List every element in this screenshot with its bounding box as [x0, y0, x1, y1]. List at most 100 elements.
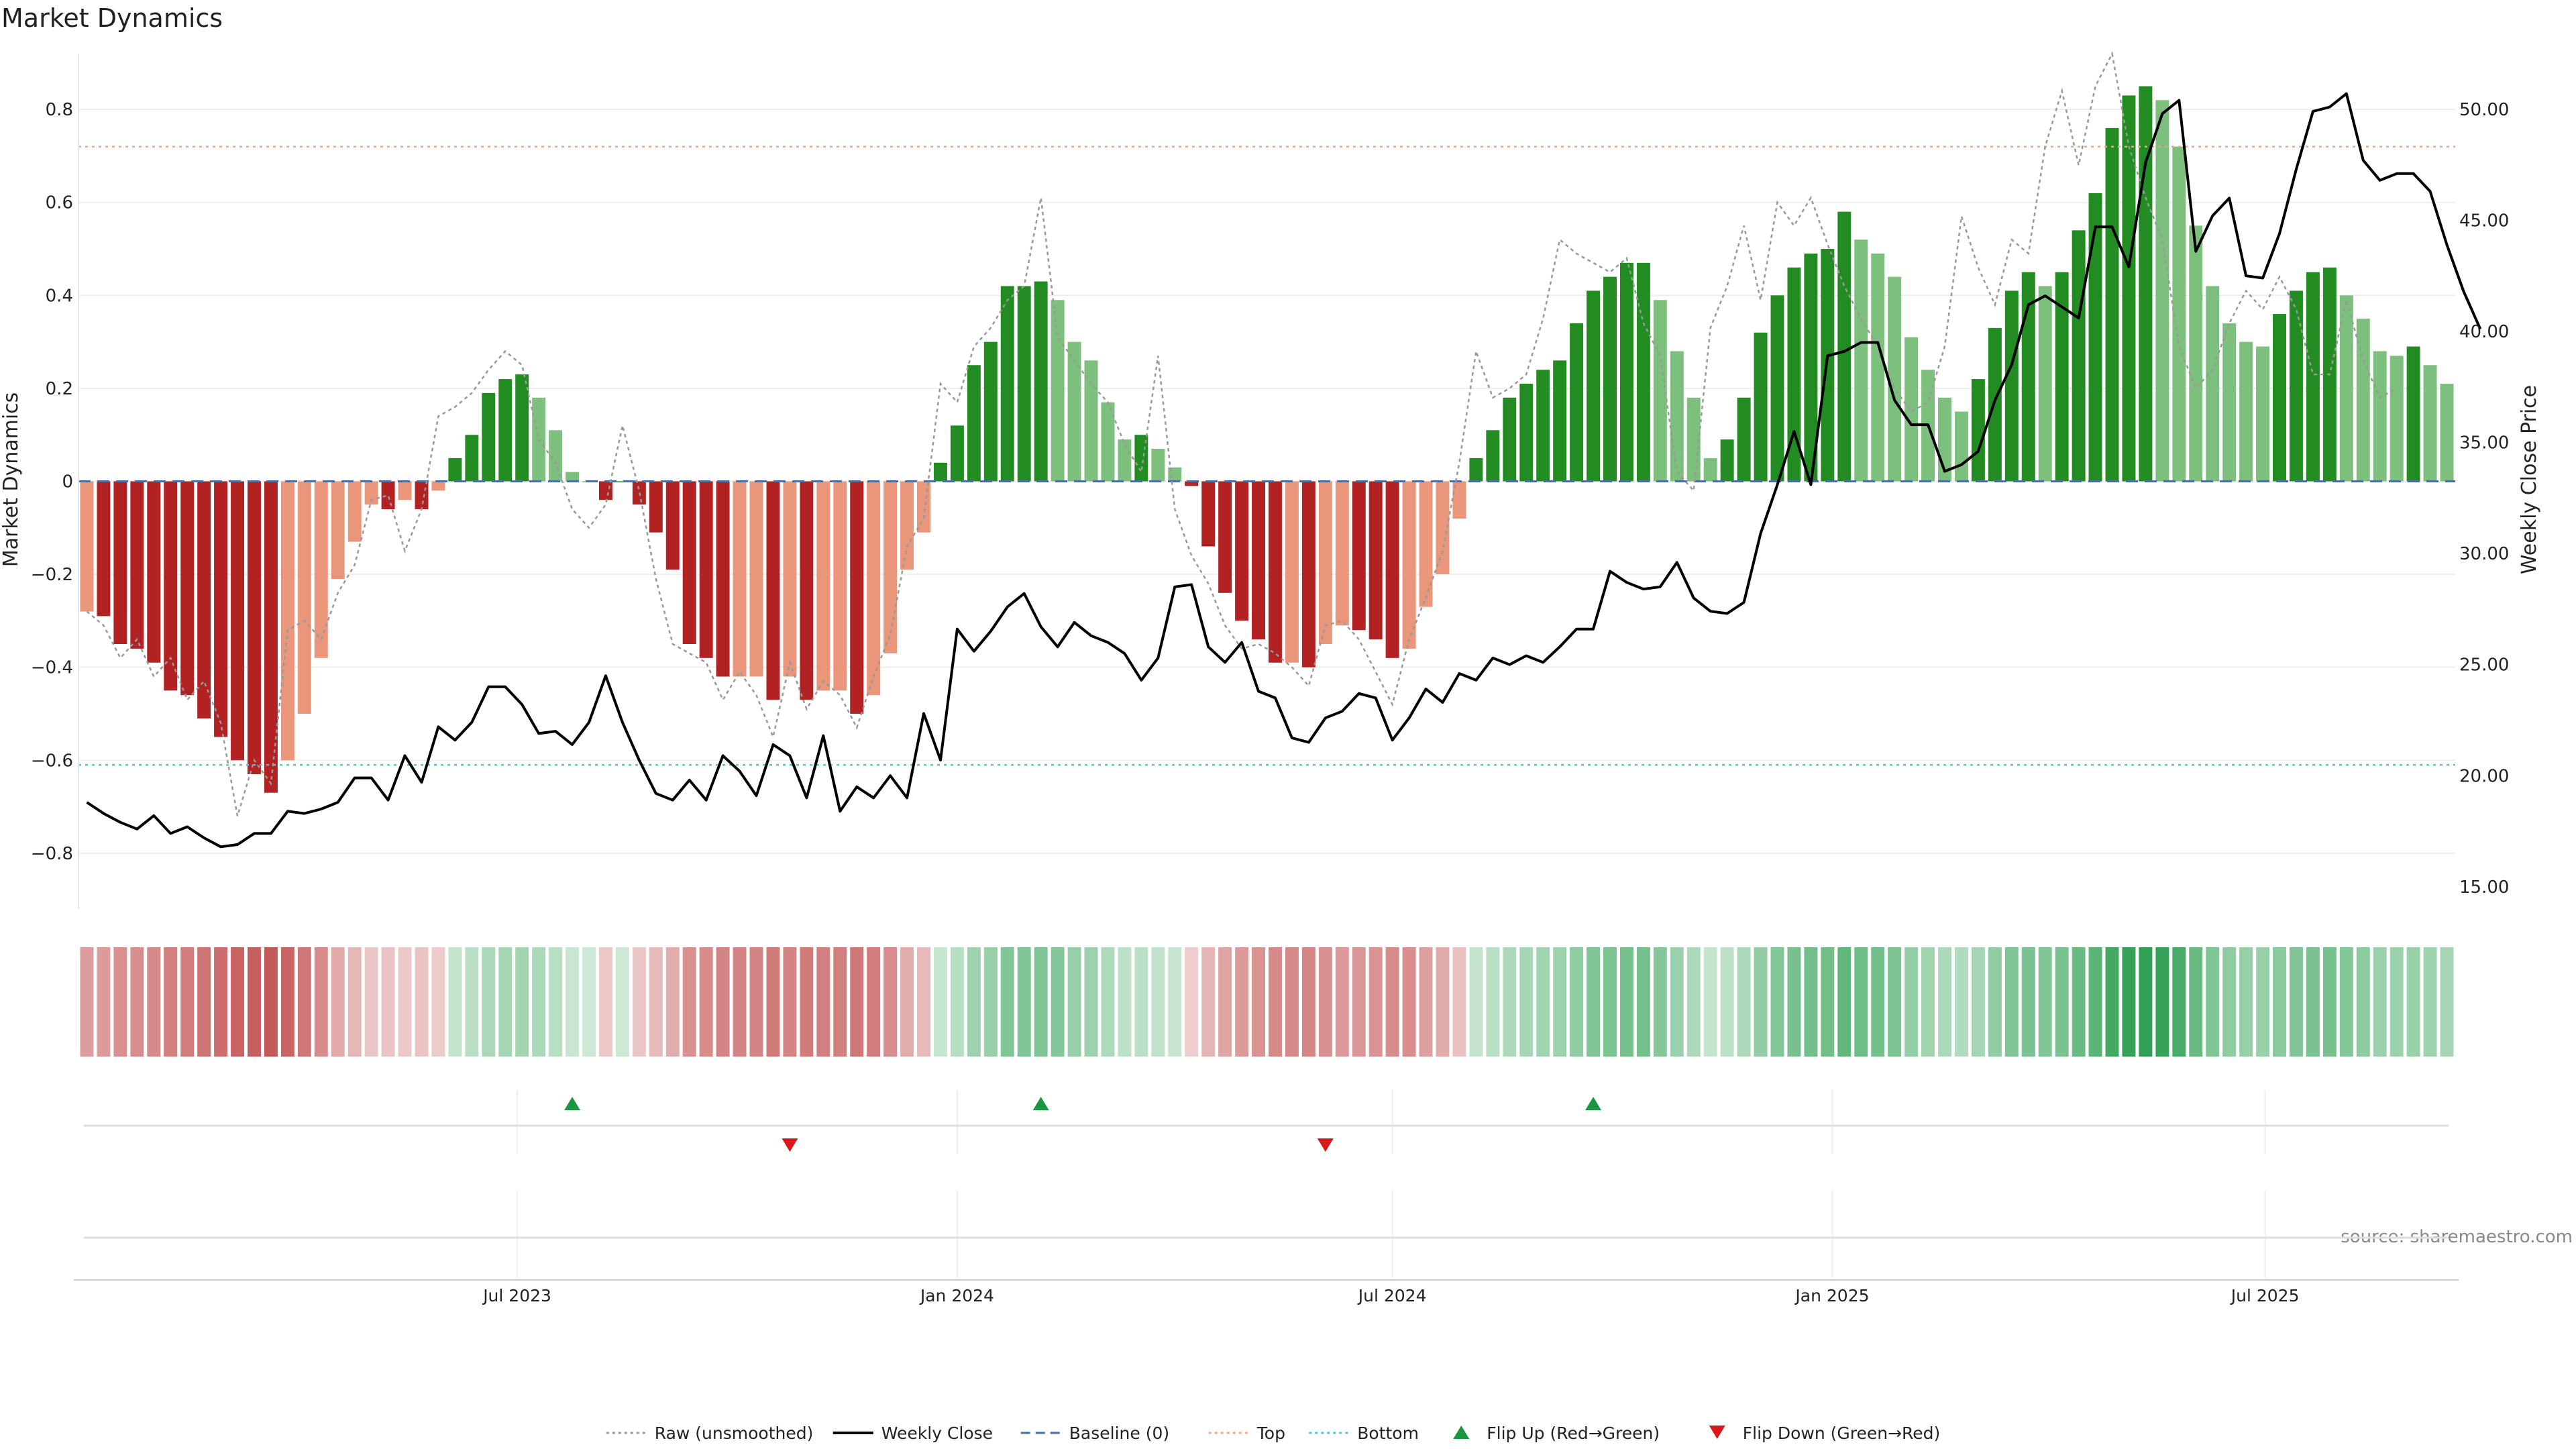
heat-cell: [2122, 947, 2136, 1057]
legend-item: Weekly Close: [833, 1424, 993, 1443]
heat-cell: [465, 947, 479, 1057]
dynamics-bar: [1067, 341, 1081, 482]
dynamics-bar: [431, 481, 445, 491]
flip-up-marker: [1032, 1097, 1049, 1110]
legend-label: Flip Down (Green→Red): [1743, 1424, 1941, 1443]
heat-cell: [1285, 947, 1299, 1057]
heat-cell: [2390, 947, 2404, 1057]
heat-cell: [1151, 947, 1165, 1057]
dynamics-bar: [398, 481, 412, 500]
legend-label: Baseline (0): [1069, 1424, 1169, 1443]
heat-cell: [1737, 947, 1751, 1057]
heat-cell: [1636, 947, 1650, 1057]
dynamics-bar: [1000, 286, 1014, 482]
heat-cell: [1419, 947, 1433, 1057]
dynamics-bar: [549, 430, 563, 482]
dynamics-bar: [1988, 327, 2002, 482]
dynamics-bar: [2172, 146, 2186, 482]
dynamics-bar: [1971, 379, 1985, 482]
heat-cell: [1619, 947, 1633, 1057]
dynamics-bar: [1854, 239, 1868, 482]
dynamics-bar: [2222, 323, 2237, 482]
heat-cell: [867, 947, 881, 1057]
heat-cell: [1938, 947, 1951, 1057]
dynamics-bar: [749, 481, 763, 677]
dynamics-bar: [933, 462, 947, 482]
heat-cell: [1301, 947, 1316, 1057]
heat-cell: [398, 947, 412, 1057]
heat-cell: [1821, 947, 1835, 1057]
dynamics-bar: [1587, 290, 1601, 482]
heat-cell: [1904, 947, 1919, 1057]
heat-cell: [1051, 947, 1065, 1057]
heat-cell: [2339, 947, 2353, 1057]
dynamics-bar: [2122, 95, 2136, 482]
legend-item: Raw (unsmoothed): [606, 1424, 813, 1443]
legend-item: Top: [1208, 1424, 1285, 1443]
heat-cell: [347, 947, 362, 1057]
dynamics-bar: [1252, 481, 1266, 640]
heat-cell: [983, 947, 998, 1057]
dynamics-bar: [2038, 286, 2052, 482]
heat-cell: [97, 947, 111, 1057]
y-tick-right-label: 30.00: [2459, 544, 2509, 564]
heat-cell: [498, 947, 513, 1057]
heat-cell: [632, 947, 646, 1057]
dynamics-bar: [2004, 290, 2019, 482]
heat-cell: [1503, 947, 1517, 1057]
heat-cell: [314, 947, 328, 1057]
heat-strip: [80, 947, 2454, 1057]
dynamics-bar: [180, 481, 195, 696]
dynamics-bar: [1268, 481, 1282, 663]
dynamics-bar: [1352, 481, 1366, 631]
dynamics-bar: [1385, 481, 1399, 658]
dynamics-bar: [2390, 356, 2404, 482]
dynamics-bar: [2339, 295, 2353, 482]
heat-cell: [2322, 947, 2337, 1057]
y-tick-right-label: 45.00: [2459, 211, 2509, 231]
dynamics-bar: [1636, 262, 1650, 482]
heat-cell: [2189, 947, 2203, 1057]
y-tick-left-label: −0.8: [31, 844, 73, 864]
dynamics-bar: [415, 481, 429, 510]
heat-cell: [2055, 947, 2069, 1057]
dynamics-bar: [615, 481, 629, 482]
heat-cell: [1201, 947, 1216, 1057]
reference-lines: [78, 146, 2455, 766]
legend-item: Flip Up (Red→Green): [1453, 1424, 1660, 1443]
dynamics-bar: [1670, 351, 1684, 482]
heat-cell: [1000, 947, 1014, 1057]
dynamics-bar: [2256, 346, 2270, 482]
dynamics-bar: [147, 481, 161, 663]
flip-markers: [564, 1097, 1602, 1152]
heat-cell: [1452, 947, 1466, 1057]
heat-cell: [2356, 947, 2370, 1057]
dynamics-bar: [665, 481, 680, 570]
heat-cell: [1854, 947, 1868, 1057]
dynamics-bar: [2306, 272, 2320, 482]
dynamics-bar: [1034, 281, 1048, 482]
dynamics-bar: [1837, 211, 1851, 482]
heat-cell: [1536, 947, 1550, 1057]
heat-cell: [1168, 947, 1182, 1057]
heat-cell: [1837, 947, 1851, 1057]
heat-cell: [900, 947, 914, 1057]
flip-down-marker: [782, 1138, 798, 1152]
heat-cell: [1385, 947, 1399, 1057]
heat-cell: [1469, 947, 1483, 1057]
dynamics-bar: [983, 341, 998, 482]
dynamics-bar: [816, 481, 830, 691]
heat-cell: [297, 947, 311, 1057]
dynamics-bar: [231, 481, 245, 761]
heat-cell: [331, 947, 345, 1057]
dynamics-bar: [2373, 351, 2387, 482]
dynamics-bar: [850, 481, 864, 714]
heat-cell: [665, 947, 680, 1057]
dynamics-bar: [113, 481, 127, 645]
heat-cell: [1703, 947, 1717, 1057]
axes: 0.8 0.6 0.4 0.2 0 −0.2 −0.4 −0.6 −0.8 50.00 45.00 4…: [31, 54, 2509, 1305]
dynamics-bar: [264, 481, 278, 793]
dynamics-bar: [1519, 383, 1534, 482]
heat-cell: [415, 947, 429, 1057]
dynamics-bar: [1335, 481, 1349, 626]
